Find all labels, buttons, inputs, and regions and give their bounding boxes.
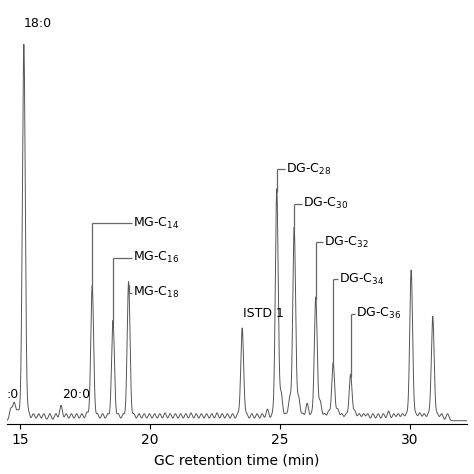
Text: ISTD 1: ISTD 1: [243, 307, 284, 319]
Text: MG-C$_{16}$: MG-C$_{16}$: [133, 250, 180, 265]
Text: DG-C$_{34}$: DG-C$_{34}$: [339, 272, 384, 287]
Text: DG-C$_{30}$: DG-C$_{30}$: [303, 196, 348, 211]
Text: MG-C$_{18}$: MG-C$_{18}$: [133, 285, 180, 300]
Text: :0: :0: [7, 388, 19, 401]
X-axis label: GC retention time (min): GC retention time (min): [155, 453, 319, 467]
Text: DG-C$_{28}$: DG-C$_{28}$: [286, 162, 332, 177]
Text: 20:0: 20:0: [62, 388, 90, 401]
Text: DG-C$_{32}$: DG-C$_{32}$: [324, 235, 369, 250]
Text: 18:0: 18:0: [24, 17, 52, 30]
Text: DG-C$_{36}$: DG-C$_{36}$: [356, 306, 401, 321]
Text: MG-C$_{14}$: MG-C$_{14}$: [133, 216, 179, 231]
